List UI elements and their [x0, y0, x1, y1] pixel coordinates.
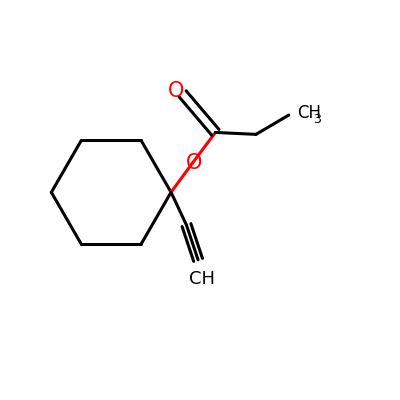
Text: O: O — [186, 153, 202, 173]
Text: 3: 3 — [313, 113, 321, 126]
Text: CH: CH — [189, 270, 215, 288]
Text: CH: CH — [297, 104, 321, 122]
Text: O: O — [168, 81, 184, 101]
